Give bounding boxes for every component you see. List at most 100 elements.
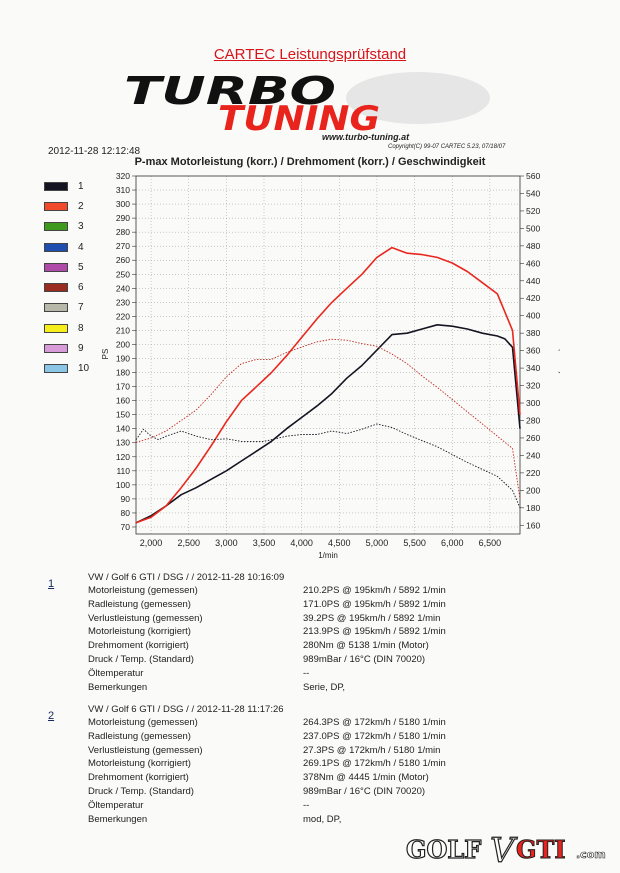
run-row: Radleistung (gemessen) 171.0PS @ 195km/h … — [88, 598, 568, 612]
legend-label: 5 — [78, 261, 84, 273]
legend-swatch — [44, 323, 68, 333]
y2-tick-label: 520 — [526, 206, 540, 216]
watermark-mid: V — [490, 831, 518, 868]
x-tick-label: 5,000 — [366, 538, 389, 548]
y-tick-label: 160 — [116, 396, 130, 406]
y-tick-label: 210 — [116, 325, 130, 335]
logo-bottom-text: TUNING — [218, 99, 380, 139]
x-tick-label: 3,000 — [215, 538, 238, 548]
y-tick-label: 260 — [116, 255, 130, 265]
run-row-label: Radleistung (gemessen) — [88, 730, 191, 742]
run-row-value: 39.2PS @ 195km/h / 5892 1/min — [303, 612, 441, 624]
y2-tick-label: 400 — [526, 311, 540, 321]
y-tick-label: 310 — [116, 185, 130, 195]
y-tick-label: 110 — [116, 466, 130, 476]
legend-entry: 9 — [44, 338, 139, 358]
watermark-suffix: .com — [576, 848, 606, 861]
legend-swatch — [44, 201, 68, 211]
run-header: VW / Golf 6 GTI / DSG / / 2012-11-28 11:… — [88, 704, 284, 715]
y-tick-label: 200 — [116, 339, 130, 349]
run-row: Motorleistung (korrigiert) 269.1PS @ 172k… — [88, 757, 568, 771]
y-tick-label: 80 — [121, 508, 131, 518]
dyno-chart: 70 80 90 100 110 120 130 140 150 160 170 180 190 200 2… — [101, 171, 560, 560]
run-row-value: 237.0PS @ 172km/h / 5180 1/min — [303, 730, 446, 742]
legend-label: 8 — [78, 322, 84, 334]
y-tick-label: 320 — [116, 171, 130, 181]
legend-label: 2 — [78, 200, 84, 212]
y2-tick-label: 160 — [526, 520, 540, 530]
legend-entry: 3 — [44, 217, 139, 237]
run-row: Motorleistung (gemessen) 210.2PS @ 195km/… — [88, 584, 568, 598]
run-row: Druck / Temp. (Standard) 989mBar / 16°C (… — [88, 785, 568, 799]
legend-entry: 2 — [44, 196, 139, 216]
y-tick-label: 220 — [116, 311, 130, 321]
y-tick-label: 240 — [116, 283, 130, 293]
run-row-label: Öltemperatur — [88, 667, 144, 679]
run-row-label: Drehmoment (korrigiert) — [88, 640, 189, 652]
run-row: Verlustleistung (gemessen) 39.2PS @ 195km… — [88, 612, 568, 626]
run-row-label: Motorleistung (korrigiert) — [88, 626, 191, 638]
run-record: 2 VW / Golf 6 GTI / DSG / / 2012-11-28 11… — [48, 704, 568, 834]
legend-entry: 1 — [44, 176, 139, 196]
run-row-value: 213.9PS @ 195km/h / 5892 1/min — [303, 626, 446, 638]
y-tick-label: 300 — [116, 199, 130, 209]
run-row-label: Verlustleistung (gemessen) — [88, 744, 203, 756]
legend-entry: 6 — [44, 277, 139, 297]
run-number: 2 — [48, 710, 55, 722]
y-tick-label: 140 — [116, 424, 130, 434]
run-row: Öltemperatur -- — [88, 799, 568, 813]
logo-url-text: www.turbo-tuning.at — [322, 132, 410, 142]
run-row-value: -- — [303, 799, 310, 811]
legend-swatch — [44, 262, 68, 272]
y-tick-label: 280 — [116, 227, 130, 237]
x-axis-label: 1/min — [318, 551, 338, 560]
y-tick-label: 270 — [116, 241, 130, 251]
y2-tick-label: 340 — [526, 363, 540, 373]
run-row: Motorleistung (korrigiert) 213.9PS @ 195k… — [88, 625, 568, 639]
run-row-value: 378Nm @ 4445 1/min (Motor) — [303, 772, 429, 784]
run-records: 1 VW / Golf 6 GTI / DSG / / 2012-11-28 10… — [48, 572, 568, 834]
run-row-label: Druck / Temp. (Standard) — [88, 653, 194, 665]
y2-tick-label: 540 — [526, 188, 540, 198]
y-tick-label: 170 — [116, 382, 130, 392]
y-tick-label: 100 — [116, 480, 130, 490]
y2-tick-label: 260 — [526, 433, 540, 443]
run-row-value: 171.0PS @ 195km/h / 5892 1/min — [303, 598, 446, 610]
x-tick-label: 5,500 — [403, 538, 426, 548]
watermark-left: GOLF — [406, 835, 481, 864]
y2-tick-label: 560 — [526, 171, 540, 181]
run-row-label: Druck / Temp. (Standard) — [88, 785, 194, 797]
y2-tick-label: 480 — [526, 241, 540, 251]
legend-swatch — [44, 242, 68, 252]
run-row-value: 989mBar / 16°C (DIN 70020) — [303, 785, 426, 797]
legend-swatch — [44, 344, 68, 354]
y2-tick-label: 220 — [526, 468, 540, 478]
run-row-value: 210.2PS @ 195km/h / 5892 1/min — [303, 585, 446, 596]
run-row-value: Serie, DP, — [303, 681, 346, 693]
run-row-label: Drehmoment (korrigiert) — [88, 772, 189, 784]
run-row-label: Bemerkungen — [88, 681, 148, 693]
x-tick-label: 2,500 — [177, 538, 200, 548]
legend-label: 7 — [78, 302, 84, 314]
run-row-label: Bemerkungen — [88, 813, 148, 825]
legend-label: 3 — [78, 221, 84, 233]
turbo-tuning-logo: TURBO TUNING www.turbo-tuning.at — [124, 70, 490, 142]
y2-tick-label: 240 — [526, 450, 540, 460]
run-row-value: 27.3PS @ 172km/h / 5180 1/min — [303, 744, 441, 756]
y-tick-label: 130 — [116, 438, 130, 448]
y-tick-label: 120 — [116, 452, 130, 462]
legend-entry: 5 — [44, 257, 139, 277]
legend-swatch — [44, 283, 68, 293]
legend-swatch — [44, 303, 68, 313]
run-row: Motorleistung (gemessen) 264.3PS @ 172km/… — [88, 716, 568, 730]
report-datetime: 2012-11-28 12:12:48 — [48, 146, 141, 157]
y-tick-label: 150 — [116, 410, 130, 420]
x-tick-label: 4,000 — [290, 538, 313, 548]
run-row: Bemerkungen Serie, DP, — [88, 681, 568, 695]
legend-entry: 10 — [44, 359, 139, 379]
series-power-2-line — [135, 246, 521, 524]
plot-frame — [135, 175, 521, 535]
run-row-value: 264.3PS @ 172km/h / 5180 1/min — [303, 717, 446, 728]
run-row-value: 269.1PS @ 172km/h / 5180 1/min — [303, 758, 446, 770]
page-title: CARTEC Leistungsprüfstand — [213, 46, 407, 63]
